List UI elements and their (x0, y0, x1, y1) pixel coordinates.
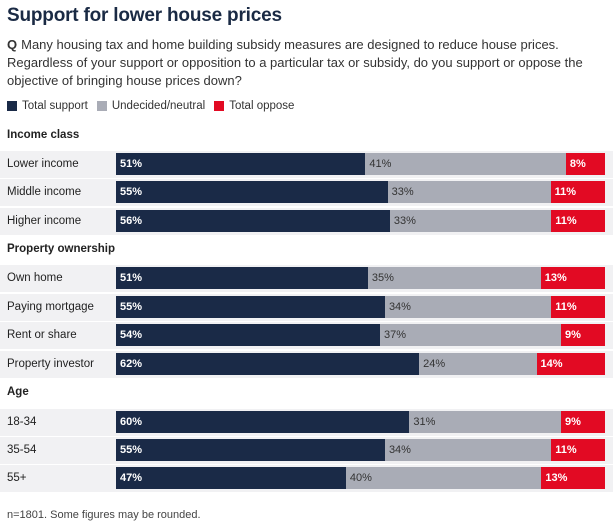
row-label: Middle income (7, 186, 82, 198)
row-label: Own home (7, 272, 63, 284)
group-title: Property ownership (7, 243, 115, 255)
bar-segment-neutral: 34% (384, 296, 552, 318)
bar-segment-support: 55% (116, 296, 385, 318)
stacked-bar: 55% 34% 11% (116, 296, 605, 318)
row-label: 18-34 (7, 416, 37, 428)
legend: Total support Undecided/neutral Total op… (7, 100, 294, 112)
footnote: n=1801. Some figures may be rounded. (7, 509, 201, 521)
row-label: Rent or share (7, 329, 77, 341)
bar-segment-oppose: 11% (550, 181, 605, 203)
bar-segment-neutral: 33% (387, 181, 551, 203)
bar-segment-neutral: 33% (389, 210, 552, 232)
legend-swatch-neutral (96, 101, 107, 111)
bar-segment-neutral: 35% (367, 267, 541, 289)
bar-segment-support: 55% (116, 439, 385, 461)
bar-segment-support: 51% (116, 267, 368, 289)
question-prefix: Q (7, 37, 18, 52)
legend-label-neutral: Undecided/neutral (111, 100, 206, 112)
bar-segment-oppose: 14% (536, 353, 605, 375)
row-label: 55+ (7, 472, 27, 484)
stacked-bar: 54% 37% 9% (116, 324, 605, 346)
bar-segment-support: 60% (116, 411, 410, 433)
stacked-bar: 55% 34% 11% (116, 439, 605, 461)
legend-swatch-support (7, 101, 17, 111)
question-text: Many housing tax and home building subsi… (7, 37, 583, 88)
legend-item-oppose: Total oppose (214, 100, 294, 112)
bar-segment-oppose: 9% (560, 324, 605, 346)
legend-item-support: Total support (7, 100, 88, 112)
bar-segment-neutral: 24% (419, 353, 537, 375)
group-title: Age (7, 386, 29, 398)
chart-title: Support for lower house prices (7, 5, 282, 26)
stacked-bar: 47% 40% 13% (116, 467, 605, 489)
row-label: Lower income (7, 158, 79, 170)
bar-segment-neutral: 40% (345, 467, 542, 489)
bar-segment-support: 54% (116, 324, 381, 346)
bar-segment-oppose: 13% (541, 467, 605, 489)
row-label: Higher income (7, 215, 82, 227)
stacked-bar: 60% 31% 9% (116, 411, 605, 433)
legend-item-neutral: Undecided/neutral (96, 100, 206, 112)
bar-segment-neutral: 31% (409, 411, 561, 433)
row-label: Paying mortgage (7, 301, 94, 313)
bar-segment-neutral: 34% (384, 439, 552, 461)
legend-label-support: Total support (22, 100, 88, 112)
stacked-bar: 56% 33% 11% (116, 210, 605, 232)
bar-segment-neutral: 41% (365, 153, 566, 175)
group-title: Income class (7, 129, 80, 141)
bar-segment-support: 47% (116, 467, 346, 489)
stacked-bar: 55% 33% 11% (116, 181, 605, 203)
bar-segment-support: 55% (116, 181, 388, 203)
legend-swatch-oppose (214, 101, 225, 111)
bar-segment-support: 62% (116, 353, 420, 375)
bar-segment-oppose: 13% (540, 267, 605, 289)
bar-segment-support: 51% (116, 153, 366, 175)
bar-segment-oppose: 11% (551, 296, 605, 318)
row-label: 35-54 (7, 444, 37, 456)
legend-label-oppose: Total oppose (229, 100, 295, 112)
bar-segment-oppose: 11% (551, 210, 605, 232)
bar-segment-oppose: 11% (551, 439, 605, 461)
bar-segment-oppose: 8% (565, 153, 605, 175)
bar-segment-oppose: 9% (560, 411, 605, 433)
bar-segment-neutral: 37% (380, 324, 561, 346)
stacked-bar: 62% 24% 14% (116, 353, 605, 375)
stacked-bar: 51% 41% 8% (116, 153, 605, 175)
stacked-bar: 51% 35% 13% (116, 267, 605, 289)
row-label: Property investor (7, 358, 94, 370)
survey-question: Q Many housing tax and home building subs… (7, 36, 609, 90)
bar-segment-support: 56% (116, 210, 390, 232)
